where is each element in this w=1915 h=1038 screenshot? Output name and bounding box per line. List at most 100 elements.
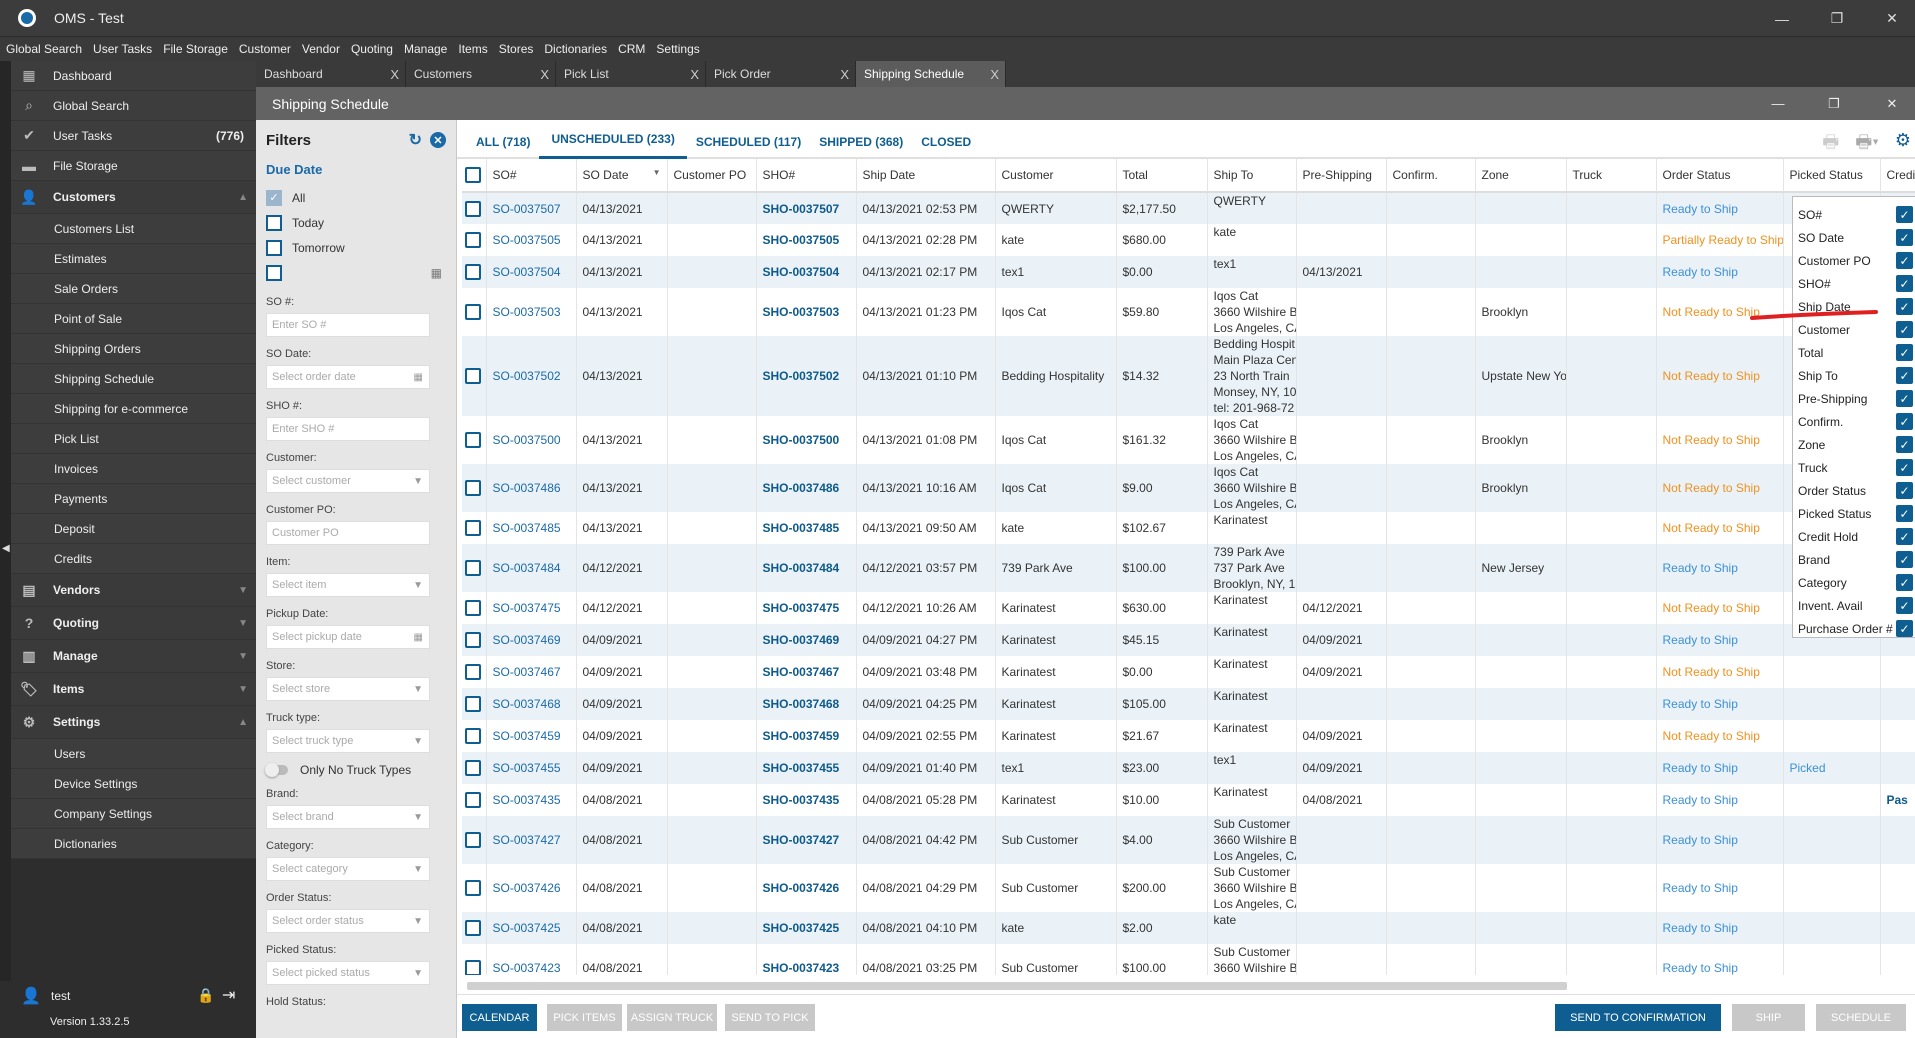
- column-header-sho-[interactable]: SHO#: [756, 159, 857, 193]
- checkbox-checked-icon[interactable]: ✓: [1896, 252, 1913, 269]
- column-option-so-date[interactable]: SO Date ✓: [1793, 226, 1915, 249]
- column-option-invent-avail[interactable]: Invent. Avail ✓: [1793, 594, 1915, 617]
- column-option-sho-[interactable]: SHO# ✓: [1793, 272, 1915, 295]
- table-row[interactable]: SO-0037503 04/13/2021 SHO-0037503 04/13/202…: [462, 288, 1915, 336]
- sho-link[interactable]: SHO-0037426: [762, 881, 840, 895]
- lock-icon[interactable]: 🔒: [197, 987, 215, 1003]
- checkbox-checked-icon[interactable]: ✓: [1896, 390, 1913, 407]
- table-row[interactable]: SO-0037500 04/13/2021 SHO-0037500 04/13/202…: [462, 416, 1915, 464]
- filter-input-category[interactable]: Select category ▼: [266, 857, 430, 881]
- sho-link[interactable]: SHO-0037504: [762, 265, 840, 279]
- checkbox[interactable]: ✓: [266, 189, 282, 206]
- table-row[interactable]: SO-0037484 04/12/2021 SHO-0037484 04/12/202…: [462, 544, 1915, 592]
- menu-file-storage[interactable]: File Storage: [163, 42, 228, 56]
- menu-customer[interactable]: Customer: [238, 42, 291, 56]
- schedule-button[interactable]: Schedule: [1816, 1004, 1906, 1031]
- send-to-confirmation-button[interactable]: Send to Confirmation: [1555, 1004, 1721, 1031]
- checkbox-checked-icon[interactable]: ✓: [1896, 275, 1913, 292]
- checkbox-checked-icon[interactable]: ✓: [1896, 551, 1913, 568]
- column-header-ship-to[interactable]: Ship To: [1207, 159, 1297, 193]
- column-header-truck[interactable]: Truck: [1566, 159, 1657, 193]
- column-header-customer[interactable]: Customer: [995, 159, 1117, 193]
- dropdown-arrow-icon[interactable]: ▼: [413, 967, 423, 979]
- column-option-credit-hold[interactable]: Credit Hold ✓: [1793, 525, 1915, 548]
- so-link[interactable]: SO-0037484: [492, 561, 561, 575]
- table-row[interactable]: SO-0037425 04/08/2021 SHO-0037425 04/08/202…: [462, 912, 1915, 944]
- sidebar-item-users[interactable]: Users: [11, 739, 256, 769]
- window-minimize-icon[interactable]: —: [1771, 96, 1785, 111]
- sho-link[interactable]: SHO-0037469: [762, 633, 840, 647]
- filter-input-item[interactable]: Select item ▼: [266, 573, 430, 597]
- table-row[interactable]: SO-0037468 04/09/2021 SHO-0037468 04/09/202…: [462, 688, 1915, 720]
- status-tab-all[interactable]: ALL (718): [476, 135, 531, 149]
- table-row[interactable]: SO-0037423 04/08/2021 SHO-0037423 04/08/202…: [462, 944, 1915, 975]
- sho-link[interactable]: SHO-0037486: [762, 481, 840, 495]
- select-all-checkbox[interactable]: [465, 167, 481, 183]
- so-link[interactable]: SO-0037502: [492, 369, 561, 383]
- sidebar-item-company-settings[interactable]: Company Settings: [11, 799, 256, 829]
- so-link[interactable]: SO-0037503: [492, 305, 561, 319]
- print-dropdown-icon[interactable]: 🖶▾: [1855, 132, 1879, 152]
- column-option-customer-po[interactable]: Customer PO ✓: [1793, 249, 1915, 272]
- so-link[interactable]: SO-0037469: [492, 633, 561, 647]
- column-option-pre-shipping[interactable]: Pre-Shipping ✓: [1793, 387, 1915, 410]
- sho-link[interactable]: SHO-0037500: [762, 433, 840, 447]
- checkbox-checked-icon[interactable]: ✓: [1896, 298, 1913, 315]
- collapse-arrow-icon[interactable]: ◀: [2, 543, 10, 554]
- table-row[interactable]: SO-0037459 04/09/2021 SHO-0037459 04/09/202…: [462, 720, 1915, 752]
- sidebar-item-invoices[interactable]: Invoices: [11, 454, 256, 484]
- sidebar-item-deposit[interactable]: Deposit: [11, 514, 256, 544]
- so-link[interactable]: SO-0037435: [492, 793, 561, 807]
- column-header-picked-status[interactable]: Picked Status: [1783, 159, 1881, 193]
- window-restore-icon[interactable]: ❐: [1828, 95, 1840, 111]
- sho-link[interactable]: SHO-0037459: [762, 729, 840, 743]
- table-row[interactable]: SO-0037485 04/13/2021 SHO-0037485 04/13/202…: [462, 512, 1915, 544]
- dropdown-arrow-icon[interactable]: ▼: [413, 735, 423, 747]
- menu-dictionaries[interactable]: Dictionaries: [544, 42, 608, 56]
- sidebar-item-manage[interactable]: ▥ Manage ▼: [11, 640, 256, 673]
- column-option-confirm-[interactable]: Confirm. ✓: [1793, 410, 1915, 433]
- tab-shipping-schedule[interactable]: Shipping Schedule X: [856, 61, 1006, 87]
- so-link[interactable]: SO-0037505: [492, 233, 561, 247]
- sho-link[interactable]: SHO-0037484: [762, 561, 840, 575]
- row-checkbox[interactable]: [465, 632, 481, 648]
- tab-pick-list[interactable]: Pick List X: [556, 61, 706, 87]
- sidebar-item-dashboard[interactable]: ▦ Dashboard: [11, 61, 256, 91]
- sidebar-item-settings[interactable]: ⚙ Settings ▲: [11, 706, 256, 739]
- checkbox-checked-icon[interactable]: ✓: [1896, 505, 1913, 522]
- status-tab-closed[interactable]: CLOSED: [921, 135, 972, 149]
- so-link[interactable]: SO-0037423: [492, 961, 561, 975]
- tab-customers[interactable]: Customers X: [406, 61, 556, 87]
- table-row[interactable]: SO-0037475 04/12/2021 SHO-0037475 04/12/202…: [462, 592, 1915, 624]
- checkbox-checked-icon[interactable]: ✓: [1896, 367, 1913, 384]
- row-checkbox[interactable]: [465, 760, 481, 776]
- sidebar-item-customers-list[interactable]: Customers List: [11, 214, 256, 244]
- filter-input-brand[interactable]: Select brand ▼: [266, 805, 430, 829]
- sho-link[interactable]: SHO-0037485: [762, 521, 840, 535]
- checkbox[interactable]: [266, 239, 282, 256]
- checkbox-checked-icon[interactable]: ✓: [1896, 597, 1913, 614]
- column-header-customer-po[interactable]: Customer PO: [667, 159, 757, 193]
- sidebar-item-shipping-orders[interactable]: Shipping Orders: [11, 334, 256, 364]
- refresh-icon[interactable]: ↻: [408, 132, 422, 149]
- sidebar-item-payments[interactable]: Payments: [11, 484, 256, 514]
- table-row[interactable]: SO-0037507 04/13/2021 SHO-0037507 04/13/202…: [462, 192, 1915, 224]
- checkbox-checked-icon[interactable]: ✓: [1896, 620, 1913, 637]
- tab-close-icon[interactable]: X: [390, 66, 399, 82]
- column-option-ship-to[interactable]: Ship To ✓: [1793, 364, 1915, 387]
- row-checkbox[interactable]: [465, 792, 481, 808]
- table-row[interactable]: SO-0037467 04/09/2021 SHO-0037467 04/09/202…: [462, 656, 1915, 688]
- row-checkbox[interactable]: [465, 520, 481, 536]
- restore-icon[interactable]: ❐: [1830, 10, 1844, 26]
- checkbox-checked-icon[interactable]: ✓: [1896, 482, 1913, 499]
- horizontal-scrollbar[interactable]: [467, 982, 1567, 990]
- due-option-custom[interactable]: ▦: [266, 260, 446, 285]
- so-link[interactable]: SO-0037427: [492, 833, 561, 847]
- so-link[interactable]: SO-0037467: [492, 665, 561, 679]
- menu-manage[interactable]: Manage: [403, 42, 448, 56]
- tab-close-icon[interactable]: X: [990, 66, 999, 82]
- column-header-zone[interactable]: Zone: [1475, 159, 1567, 193]
- sidebar-item-credits[interactable]: Credits: [11, 544, 256, 574]
- logout-icon[interactable]: ⇥: [222, 987, 236, 1004]
- column-header-ship-date[interactable]: Ship Date: [856, 159, 996, 193]
